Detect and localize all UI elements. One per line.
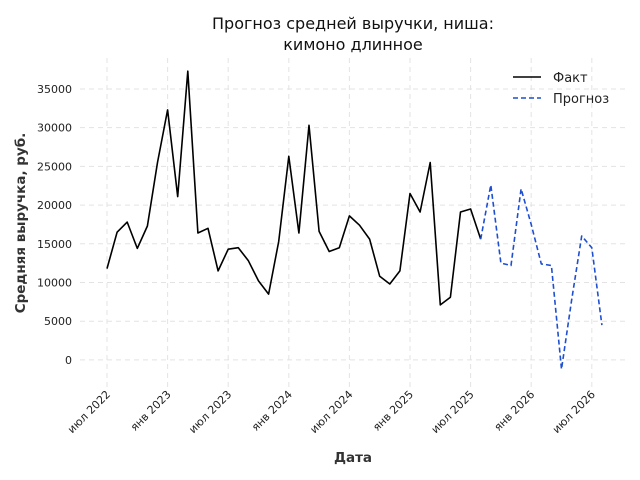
data-point-fact [468, 207, 472, 211]
x-tick-label: июл 2024 [307, 388, 355, 436]
x-tick-label: июл 2026 [550, 388, 598, 436]
data-point-fact [367, 237, 371, 241]
y-axis-ticks: 0 5000 10000 15000 20000 25000 30000 35000 [37, 83, 72, 367]
data-point-forecast [549, 263, 553, 267]
data-point-fact [266, 292, 270, 296]
data-point-fact [458, 210, 462, 214]
data-point-forecast [590, 245, 594, 249]
data-point-fact [307, 123, 311, 127]
data-point-fact [398, 269, 402, 273]
x-tick-label: июл 2022 [65, 388, 113, 436]
y-tick-label: 15000 [37, 238, 72, 251]
data-point-forecast [559, 367, 563, 371]
x-axis-ticks: июл 2022 янв 2023 июл 2023 янв 2024 июл 2024… [65, 388, 598, 436]
data-point-fact [448, 295, 452, 299]
data-point-fact [135, 246, 139, 250]
data-point-fact [287, 154, 291, 158]
y-tick-label: 30000 [37, 122, 72, 135]
data-point-forecast [539, 262, 543, 266]
data-point-fact [347, 214, 351, 218]
data-point-fact [155, 160, 159, 164]
data-point-fact [216, 269, 220, 273]
y-axis-label: Средняя выручка, руб. [13, 133, 29, 314]
legend-label-forecast: Прогноз [553, 92, 609, 107]
data-point-fact [206, 226, 210, 230]
x-tick-label: янв 2024 [249, 388, 295, 434]
data-point-fact [408, 191, 412, 195]
data-point-forecast [600, 323, 604, 327]
data-point-fact [256, 279, 260, 283]
data-point-forecast [569, 298, 573, 302]
x-tick-label: янв 2025 [370, 388, 416, 434]
data-point-fact [327, 249, 331, 253]
data-point-fact [186, 69, 190, 73]
data-point-fact [317, 229, 321, 233]
x-tick-label: июл 2025 [429, 388, 477, 436]
data-point-forecast [580, 234, 584, 238]
grid [80, 58, 625, 387]
data-point-fact [388, 282, 392, 286]
data-point-fact [378, 274, 382, 278]
data-point-forecast [509, 263, 513, 267]
y-tick-label: 5000 [44, 315, 72, 328]
x-tick-label: янв 2026 [492, 388, 538, 434]
chart-title-line-2: кимоно длинное [283, 35, 423, 54]
data-point-fact [196, 231, 200, 235]
data-point-fact [277, 239, 281, 243]
legend: Факт Прогноз [513, 71, 609, 107]
data-point-forecast [499, 261, 503, 265]
data-point-forecast [519, 187, 523, 191]
x-axis-label: Дата [334, 450, 372, 466]
data-point-fact [236, 245, 240, 249]
data-point-fact [246, 259, 250, 263]
plot-series [105, 69, 604, 371]
y-tick-label: 20000 [37, 199, 72, 212]
data-point-fact [125, 220, 129, 224]
series-line-fact [106, 70, 482, 306]
y-tick-label: 35000 [37, 83, 72, 96]
data-point-fact [418, 210, 422, 214]
data-point-fact [176, 194, 180, 198]
data-point-fact [337, 245, 341, 249]
data-point-fact [438, 303, 442, 307]
y-tick-label: 25000 [37, 160, 72, 173]
data-point-forecast [529, 222, 533, 226]
data-point-forecast [479, 237, 483, 241]
data-point-fact [357, 223, 361, 227]
legend-label-fact: Факт [553, 71, 588, 86]
data-point-fact [145, 224, 149, 228]
data-point-fact [226, 247, 230, 251]
data-point-fact [428, 160, 432, 164]
y-tick-label: 0 [65, 354, 72, 367]
data-point-fact [165, 108, 169, 112]
x-tick-label: янв 2023 [128, 388, 174, 434]
x-tick-label: июл 2023 [186, 388, 234, 436]
data-point-fact [115, 230, 119, 234]
chart-title-line-1: Прогноз средней выручки, ниша: [212, 14, 494, 33]
data-point-fact [297, 231, 301, 235]
series-line-forecast [479, 184, 603, 371]
data-point-forecast [489, 183, 493, 187]
data-point-fact [105, 266, 109, 270]
y-tick-label: 10000 [37, 276, 72, 289]
